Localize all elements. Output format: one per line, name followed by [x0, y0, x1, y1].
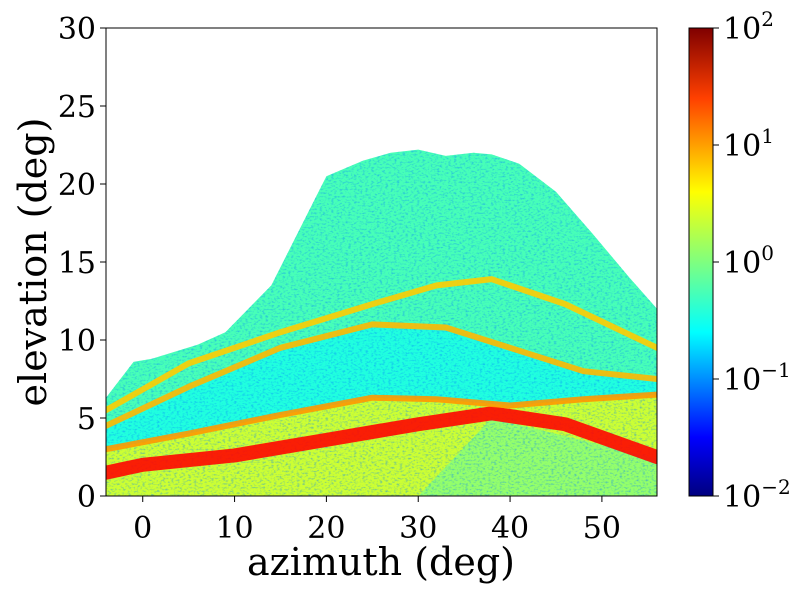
y-tick-label: 5 [77, 402, 96, 437]
colorbar-tick-label: 10−1 [723, 358, 791, 398]
intensity-band-2 [106, 391, 657, 453]
y-tick-label: 10 [58, 324, 96, 359]
y-axis-label: elevation (deg) [11, 118, 55, 407]
colorbar [688, 27, 714, 497]
x-tick-label: 10 [215, 511, 253, 546]
x-axis-ticks: 0 10 20 30 40 50 [133, 496, 621, 546]
colorbar-tick-label: 100 [723, 241, 774, 281]
x-tick-label: 50 [583, 511, 621, 546]
colorbar-tick-label: 101 [723, 124, 774, 164]
colorbar-ticks: 10−2 10−1 100 101 102 [713, 7, 791, 515]
y-tick-label: 20 [58, 168, 96, 203]
colorbar-tick-label: 102 [723, 7, 774, 47]
x-tick-label: 20 [307, 511, 345, 546]
heatmap-data-layer [106, 149, 657, 496]
colorbar-tick-label: 10−2 [723, 475, 791, 515]
x-tick-label: 0 [133, 511, 152, 546]
y-tick-label: 30 [58, 12, 96, 47]
x-axis-label: azimuth (deg) [247, 540, 515, 584]
plot-area [106, 28, 657, 496]
y-tick-label: 0 [77, 480, 96, 515]
y-tick-label: 15 [58, 246, 96, 281]
intensity-band-3 [106, 321, 657, 429]
x-tick-label: 40 [491, 511, 529, 546]
y-axis-ticks: 0 5 10 15 20 25 30 [58, 12, 106, 515]
x-tick-label: 30 [399, 511, 437, 546]
intensity-band-4 [106, 276, 657, 414]
y-tick-label: 25 [58, 90, 96, 125]
intensity-band-1 [106, 406, 657, 480]
